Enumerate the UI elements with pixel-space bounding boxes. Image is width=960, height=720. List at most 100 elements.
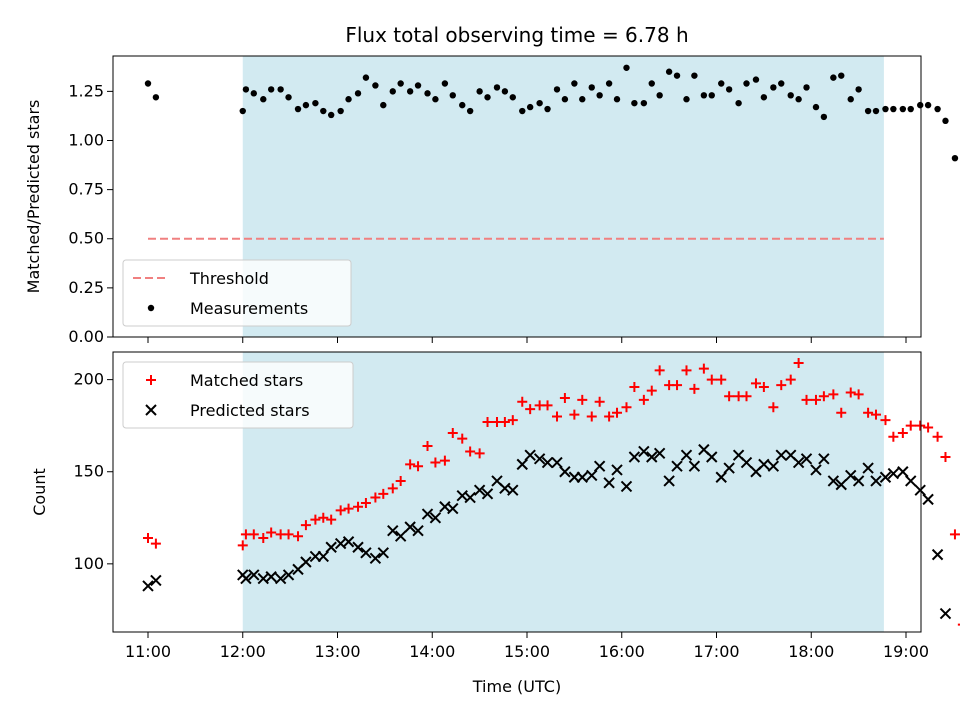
data-point: [360, 498, 371, 509]
data-point: [310, 514, 321, 525]
data-point: [312, 99, 319, 107]
data-point: [369, 552, 382, 565]
x-tick-label: 12:00: [220, 642, 266, 661]
x-tick-label: 18:00: [788, 642, 834, 661]
data-point: [795, 96, 802, 103]
data-point: [907, 105, 914, 113]
data-point: [638, 445, 650, 458]
data-point: [640, 99, 648, 107]
data-point: [526, 103, 534, 111]
data-point: [422, 440, 433, 451]
data-point: [882, 105, 889, 113]
bottom-panel-counts: 100 150 200 11:00 12:00 13:00 14:00 15:00 16:00 1…: [30, 351, 960, 661]
data-point: [482, 417, 493, 427]
data-point: [663, 475, 675, 487]
data-point: [343, 503, 354, 514]
data-point: [588, 84, 595, 91]
data-point: [716, 374, 727, 385]
legend-label: Predicted stars: [190, 401, 310, 420]
data-point: [387, 483, 398, 494]
data-point: [282, 569, 295, 581]
data-point: [542, 400, 553, 411]
data-point: [561, 96, 569, 103]
axes-frame: [112, 351, 922, 633]
data-point: [525, 404, 536, 415]
data-point: [476, 88, 483, 95]
data-point: [457, 433, 468, 444]
data-point: [803, 84, 810, 91]
data-point: [342, 536, 355, 548]
data-point: [778, 80, 785, 87]
chart-title: Flux total observing time = 6.78 h: [345, 23, 688, 47]
axes-frame: [112, 55, 922, 338]
data-point: [723, 462, 735, 474]
legend: Matched stars Predicted stars: [122, 361, 354, 429]
data-point: [387, 524, 399, 537]
data-point: [880, 415, 891, 426]
data-point: [931, 548, 944, 561]
y-tick-label: 1.25: [68, 81, 104, 100]
y-tick-label: 200: [73, 370, 104, 389]
data-point: [507, 415, 518, 426]
data-point: [265, 571, 277, 583]
data-point: [237, 540, 248, 551]
data-point: [689, 383, 700, 394]
data-point: [646, 385, 657, 396]
data-point: [648, 80, 655, 87]
data-point: [413, 461, 424, 472]
data-point: [870, 409, 881, 420]
data-point: [760, 94, 768, 101]
data-point: [300, 520, 311, 531]
data-point: [603, 477, 615, 489]
data-point: [143, 533, 153, 544]
data-point: [430, 457, 441, 468]
data-point: [260, 96, 267, 103]
data-point: [569, 409, 580, 420]
data-point: [681, 365, 692, 376]
data-point: [706, 374, 717, 385]
data-point: [294, 105, 302, 113]
series-measurements: [144, 64, 959, 162]
x-tick-label: 15:00: [504, 642, 550, 661]
data-point: [706, 451, 718, 463]
data-point: [671, 460, 683, 472]
data-point: [335, 505, 346, 516]
data-point: [377, 547, 390, 559]
data-point: [318, 512, 329, 523]
data-point: [612, 407, 623, 418]
series-predicted-stars: [142, 443, 952, 620]
data-point: [872, 107, 880, 115]
data-point: [372, 82, 379, 89]
data-point: [654, 365, 665, 376]
data-point: [698, 363, 709, 374]
data-point: [516, 458, 528, 471]
data-point: [949, 529, 960, 540]
data-point: [240, 572, 252, 585]
x-tick-label: 16:00: [599, 642, 645, 661]
data-point: [673, 72, 681, 79]
data-point: [327, 111, 335, 119]
data-point: [447, 428, 458, 439]
data-point: [818, 453, 830, 465]
y-tick-label: 1.00: [68, 130, 104, 149]
data-point: [481, 488, 494, 500]
data-point: [691, 72, 698, 79]
data-point: [559, 466, 571, 478]
data-point: [604, 411, 615, 422]
data-point: [576, 471, 588, 483]
data-point: [152, 94, 160, 101]
data-point: [499, 417, 510, 427]
y-tick-label: 0.75: [68, 180, 104, 199]
legend-dot-swatch: [147, 304, 155, 312]
data-point: [847, 96, 854, 103]
data-point: [144, 80, 152, 87]
data-point: [887, 467, 900, 480]
x-tick-label: 13:00: [314, 642, 360, 661]
data-point: [150, 574, 162, 587]
data-point: [484, 94, 491, 101]
data-point: [810, 394, 821, 405]
data-point: [571, 80, 578, 87]
data-point: [785, 374, 796, 385]
data-point: [629, 382, 640, 392]
